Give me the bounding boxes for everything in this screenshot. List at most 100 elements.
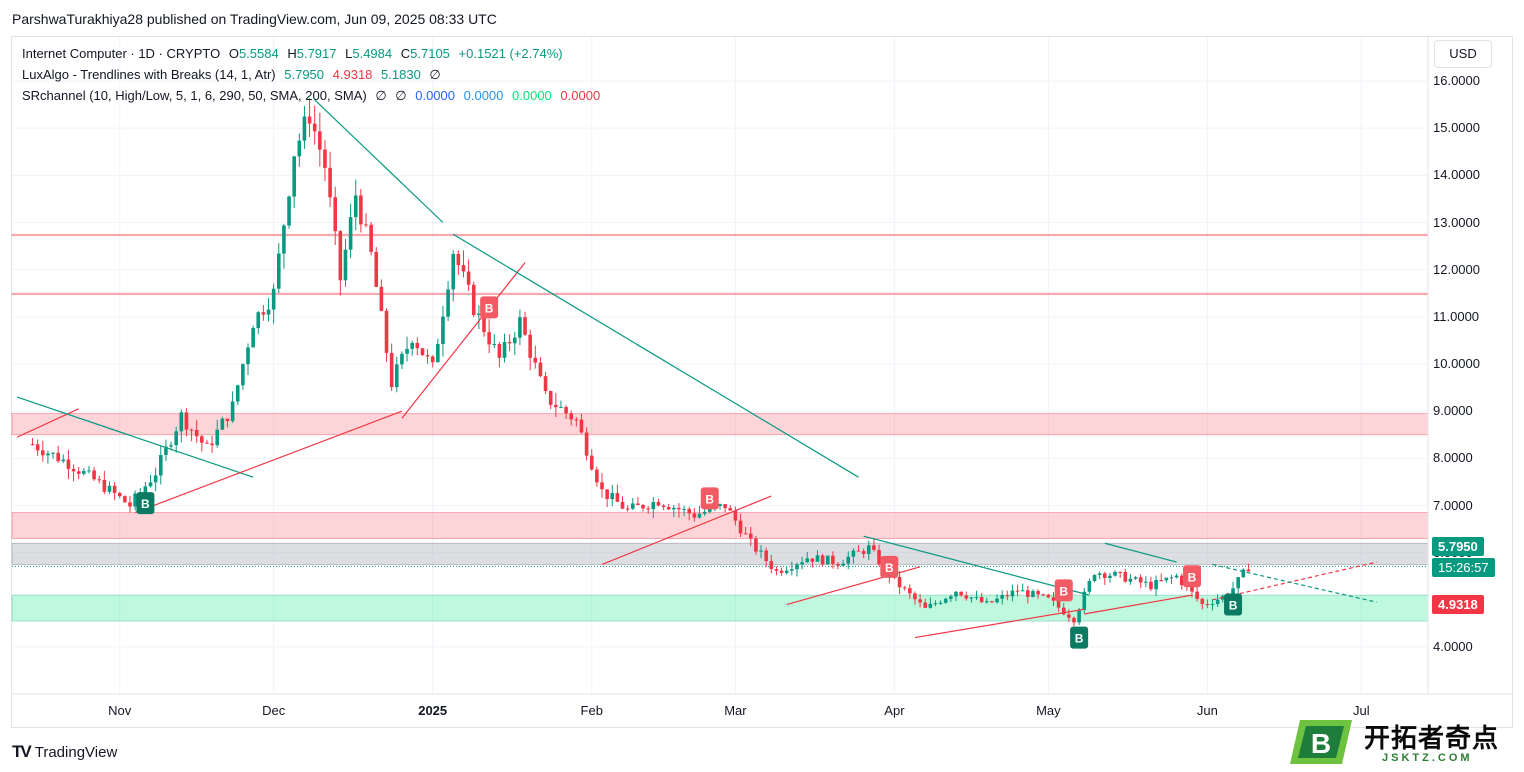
candle-down xyxy=(102,479,107,492)
time-tick-label: Nov xyxy=(108,703,132,718)
candle-up xyxy=(707,507,712,512)
symbol-name[interactable]: Internet Computer · 1D · CRYPTO xyxy=(22,46,221,61)
break-signal-label: B xyxy=(141,497,150,511)
indicator-legend-trendlines[interactable]: LuxAlgo - Trendlines with Breaks (14, 1,… xyxy=(22,67,446,83)
sr-zones xyxy=(11,233,1429,622)
candle-down xyxy=(692,513,697,518)
candle-down xyxy=(1195,591,1199,599)
candle-up xyxy=(512,337,517,344)
currency-button[interactable]: USD xyxy=(1434,40,1492,68)
candle-up xyxy=(702,511,707,514)
candle-down xyxy=(1036,591,1040,595)
candle-down xyxy=(764,550,768,562)
candle-down xyxy=(574,419,579,421)
candle-down xyxy=(661,505,666,507)
candle-up xyxy=(969,597,974,599)
candle-up xyxy=(928,603,933,608)
candle-down xyxy=(184,412,189,430)
indicator-1-value-1: 5.7950 xyxy=(284,67,325,82)
candle-up xyxy=(158,455,163,476)
candle-up xyxy=(630,503,635,509)
candle-up xyxy=(230,401,235,422)
candle-up xyxy=(251,328,255,348)
candle-down xyxy=(425,355,430,357)
symbol-legend[interactable]: Internet Computer · 1D · CRYPTO O5.5584 … xyxy=(22,46,568,61)
sr-zone-neutral xyxy=(11,542,1429,565)
candle-down xyxy=(487,332,491,345)
candle-down xyxy=(1138,577,1143,583)
break-signal-badge xyxy=(480,296,499,319)
candle-down xyxy=(728,507,733,511)
candle-up xyxy=(174,431,178,446)
candle-up xyxy=(107,485,112,492)
candle-up xyxy=(672,507,676,510)
indicator-2-name[interactable]: SRchannel (10, High/Low, 5, 1, 6, 290, 5… xyxy=(22,88,367,103)
candle-up xyxy=(343,249,348,281)
candle-down xyxy=(908,588,912,594)
candle-down xyxy=(605,489,609,500)
candle-up xyxy=(502,342,507,358)
candle-up xyxy=(241,364,245,386)
break-signal-badge xyxy=(136,492,155,515)
trendlines xyxy=(16,99,1377,639)
price-tick-label: 4.0000 xyxy=(1433,639,1473,654)
candle-down xyxy=(774,568,779,571)
candle-down xyxy=(40,450,45,456)
candle-down xyxy=(420,348,425,356)
candle-up xyxy=(1144,581,1148,583)
break-signal-badge xyxy=(1070,626,1089,649)
candle-up xyxy=(143,486,148,493)
candle-down xyxy=(328,167,332,198)
candle-up xyxy=(790,569,794,571)
candle-up xyxy=(938,602,943,604)
time-tick-label: Dec xyxy=(262,703,286,718)
candle-up xyxy=(51,452,55,454)
candle-down xyxy=(497,343,502,358)
candle-up xyxy=(297,140,302,157)
candle-down xyxy=(466,271,471,285)
candle-down xyxy=(579,419,584,433)
candle-down xyxy=(779,570,784,573)
candle-down xyxy=(123,496,127,503)
candle-down xyxy=(507,342,512,344)
candle-down xyxy=(1246,569,1251,572)
time-tick-label: Jul xyxy=(1352,703,1370,718)
candle-down xyxy=(117,492,122,497)
candle-down xyxy=(810,558,815,562)
candle-up xyxy=(805,558,810,563)
candle-down xyxy=(333,197,338,232)
candle-down xyxy=(1123,571,1128,582)
break-signal-badge xyxy=(1183,565,1201,588)
candle-up xyxy=(410,342,414,349)
indicator-2-value-5: 0.0000 xyxy=(512,88,552,103)
candle-up xyxy=(220,418,225,430)
candle-up xyxy=(1164,577,1169,581)
candle-down xyxy=(471,284,476,316)
indicator-1-value-3: 5.1830 xyxy=(381,67,421,82)
candle-up xyxy=(1133,577,1138,579)
candle-down xyxy=(1200,598,1205,605)
tradingview-logo[interactable]: TV TradingView xyxy=(12,742,117,762)
candle-up xyxy=(400,353,404,365)
candle-up xyxy=(795,564,799,570)
break-signal-badge xyxy=(1224,593,1243,616)
time-tick-label: May xyxy=(1036,703,1061,718)
indicator-legend-srchannel[interactable]: SRchannel (10, High/Low, 5, 1, 6, 290, 5… xyxy=(22,88,605,104)
break-signal-down: B xyxy=(880,555,899,578)
price-tick-label: 16.0000 xyxy=(1433,73,1480,88)
break-signal-down: B xyxy=(480,296,499,319)
candle-down xyxy=(589,455,594,470)
indicator-1-name[interactable]: LuxAlgo - Trendlines with Breaks (14, 1,… xyxy=(22,67,276,82)
trendline-up xyxy=(1104,542,1177,563)
candle-up xyxy=(851,550,856,557)
trendline-down xyxy=(1212,561,1377,601)
last-price-tag: 5.7950 xyxy=(1432,537,1484,556)
candle-down xyxy=(225,418,230,422)
candle-up xyxy=(451,253,456,290)
candle-up xyxy=(1174,575,1179,578)
candle-down xyxy=(1026,590,1030,597)
publish-header: ParshwaTurakhiya28 published on TradingV… xyxy=(0,0,1524,36)
candle-down xyxy=(923,602,928,608)
price-tick-label: 10.0000 xyxy=(1433,356,1480,371)
